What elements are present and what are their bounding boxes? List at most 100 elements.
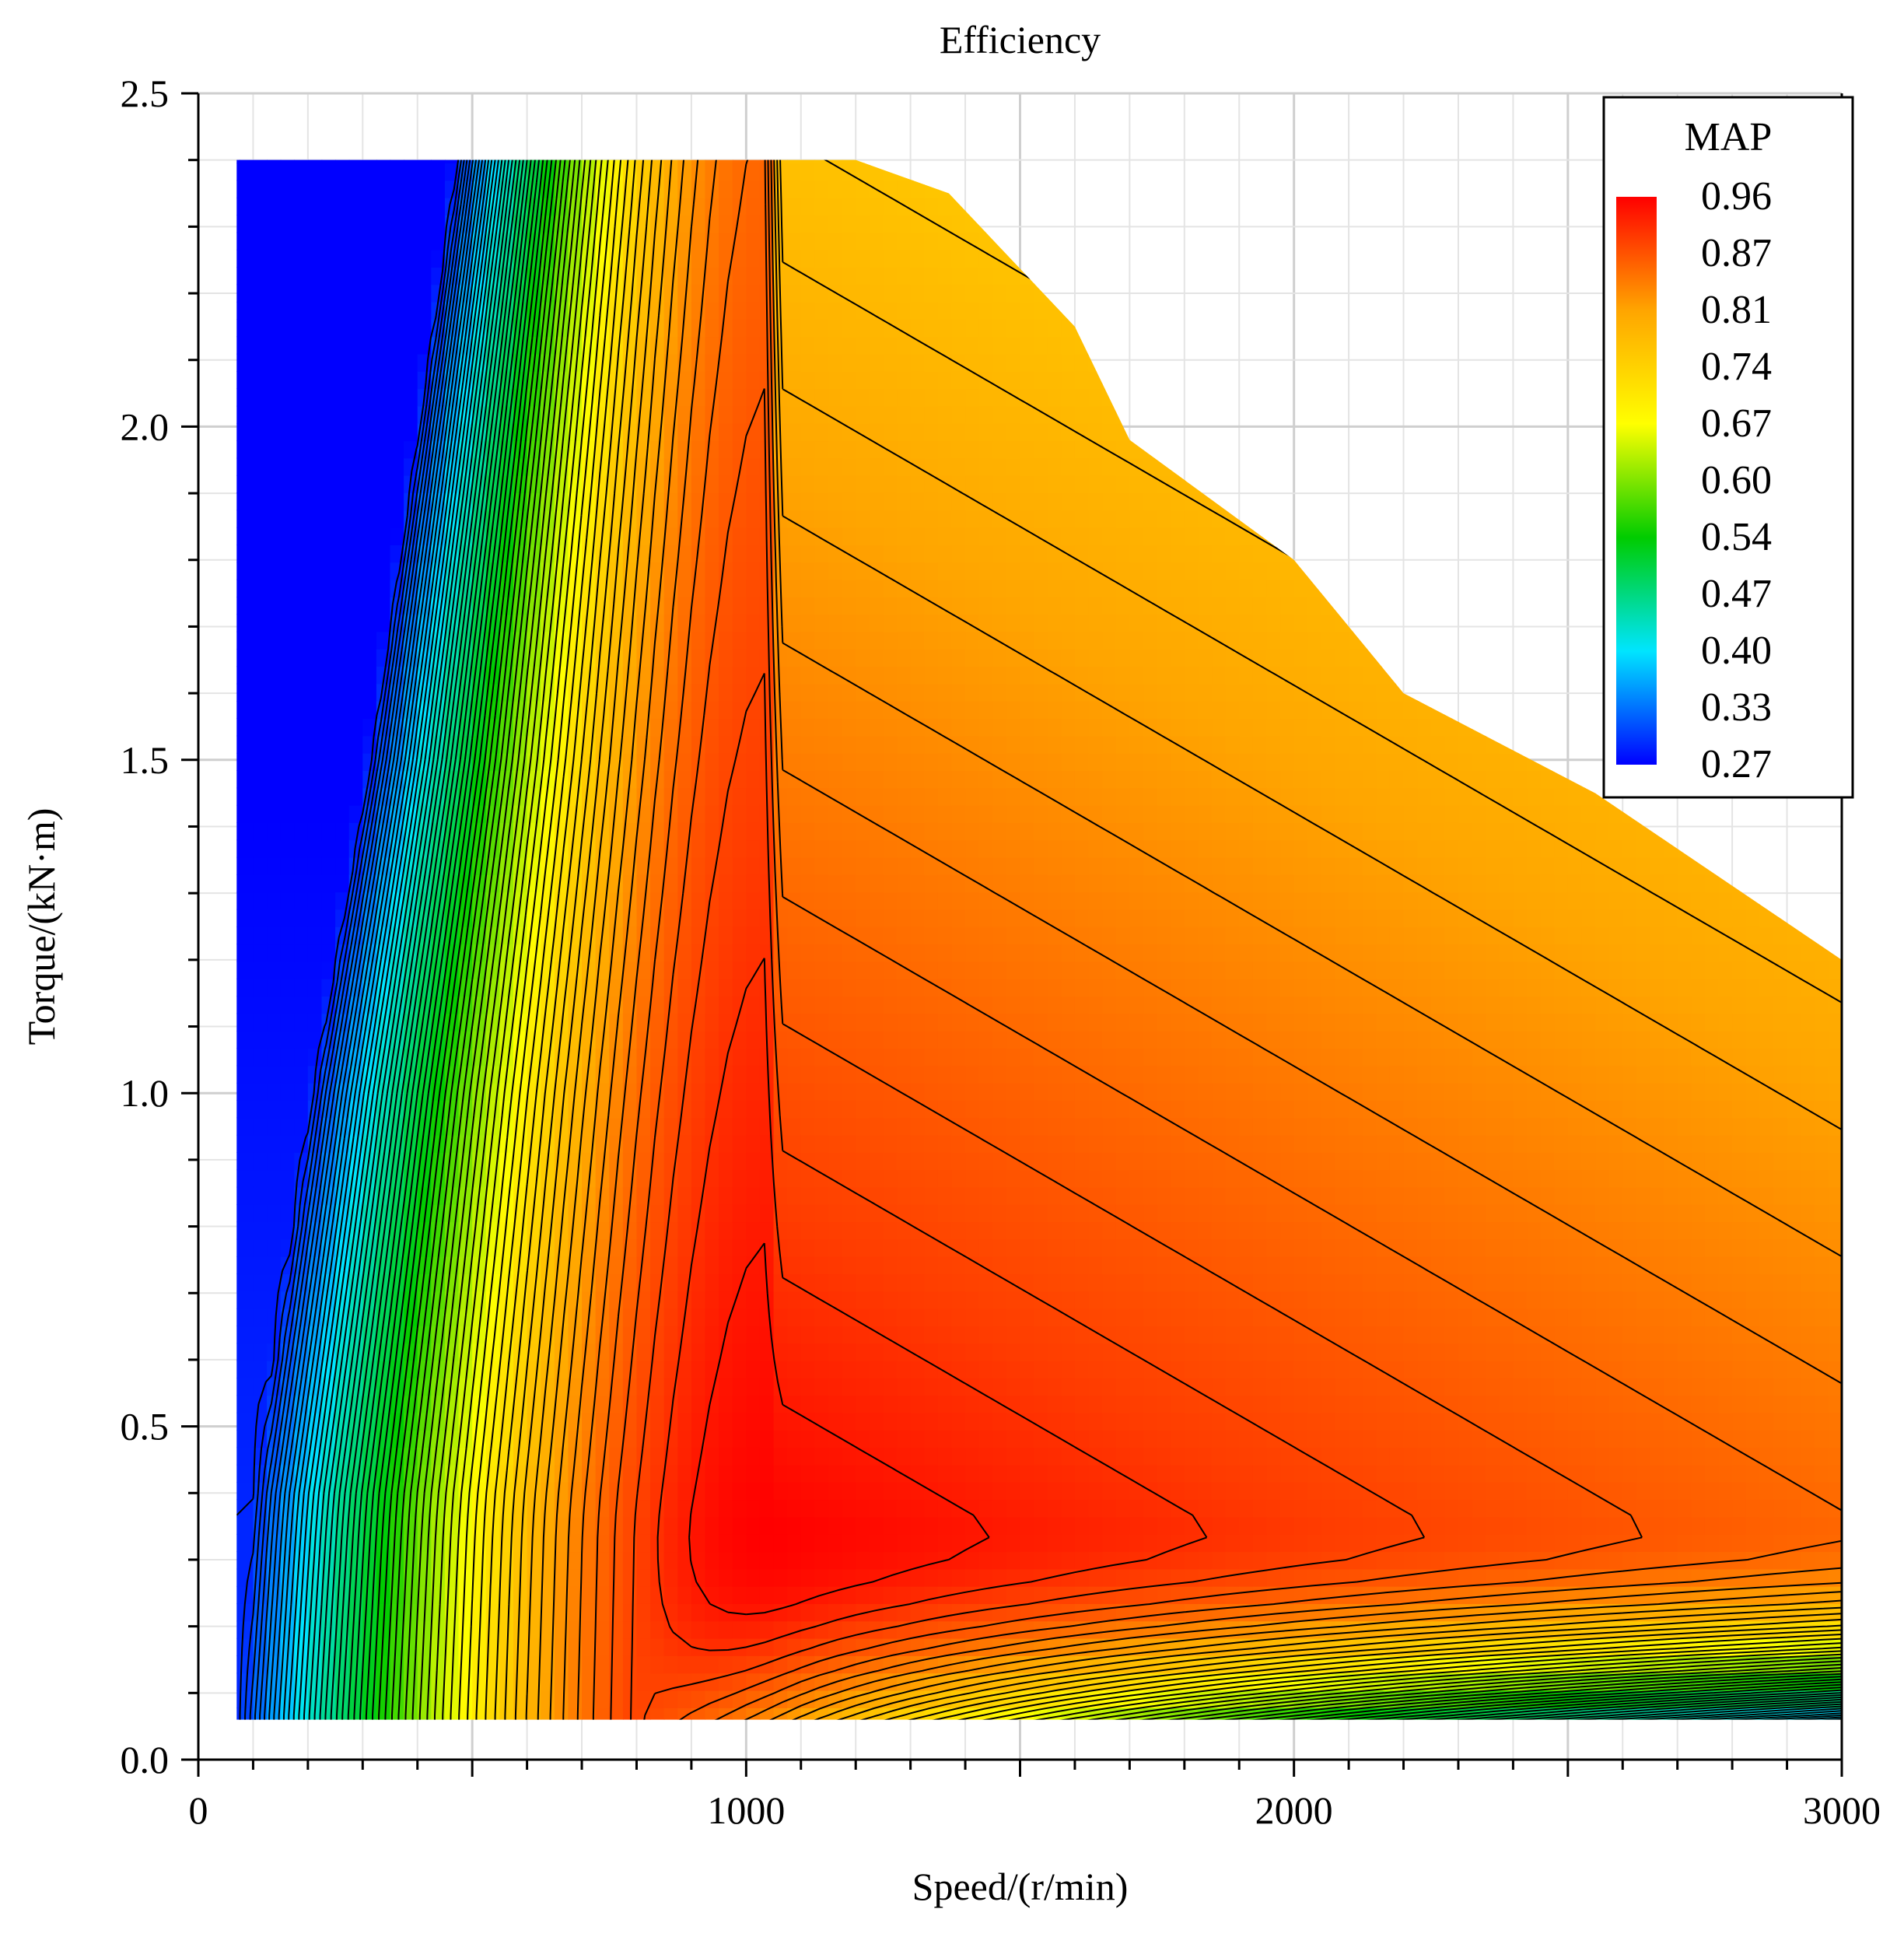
heatmap-cell [842, 944, 856, 961]
heatmap-cell [746, 718, 760, 736]
heatmap-cell [774, 1152, 788, 1170]
heatmap-cell [513, 649, 527, 667]
heatmap-cell [677, 180, 691, 198]
heatmap-cell [294, 1551, 308, 1569]
heatmap-cell [870, 1239, 884, 1257]
heatmap-cell [828, 1586, 842, 1604]
heatmap-cell [459, 1152, 473, 1170]
heatmap-cell [664, 1517, 678, 1535]
heatmap-cell [308, 701, 322, 719]
heatmap-cell [760, 909, 774, 927]
heatmap-cell [828, 614, 842, 632]
heatmap-cell [801, 580, 815, 597]
heatmap-cell [828, 805, 842, 823]
heatmap-cell [733, 1482, 747, 1500]
heatmap-cell [404, 423, 418, 441]
heatmap-cell [760, 666, 774, 684]
heatmap-cell [240, 1187, 254, 1205]
heatmap-cell [814, 1083, 828, 1101]
heatmap-cell [445, 1534, 459, 1552]
heatmap-cell [623, 1690, 637, 1708]
heatmap-cell [198, 1031, 212, 1049]
heatmap-cell [198, 736, 212, 754]
heatmap-cell [856, 267, 870, 285]
heatmap-cell [555, 1743, 569, 1760]
heatmap-cell [733, 93, 747, 111]
heatmap-cell [212, 1621, 226, 1639]
heatmap-cell [705, 1638, 719, 1656]
heatmap-cell [431, 1551, 445, 1569]
heatmap-cell [814, 492, 828, 510]
heatmap-cell [240, 284, 254, 302]
heatmap-cell [664, 1499, 678, 1517]
heatmap-cell [870, 1135, 884, 1153]
heatmap-cell [664, 1430, 678, 1448]
heatmap-cell [555, 874, 569, 892]
heatmap-cell [705, 1256, 719, 1274]
heatmap-cell [691, 891, 705, 909]
heatmap-cell [801, 354, 815, 372]
heatmap-cell [650, 1239, 664, 1257]
heatmap-cell [253, 1204, 267, 1222]
heatmap-cell [294, 562, 308, 580]
heatmap-cell [801, 1551, 815, 1569]
heatmap-cell [691, 510, 705, 528]
heatmap-cell [828, 632, 842, 650]
heatmap-cell [308, 180, 322, 198]
heatmap-cell [691, 1413, 705, 1431]
heatmap-cell [212, 1326, 226, 1343]
heatmap-cell [814, 597, 828, 615]
heatmap-cell [870, 996, 884, 1014]
heatmap-cell [870, 805, 884, 823]
heatmap-cell [883, 510, 897, 528]
heatmap-cell [828, 215, 842, 233]
heatmap-cell [719, 961, 733, 979]
heatmap-cell [555, 1361, 569, 1378]
heatmap-cell [801, 1395, 815, 1413]
heatmap-cell [787, 597, 801, 615]
heatmap-cell [842, 1326, 856, 1343]
heatmap-cell [240, 649, 254, 667]
heatmap-cell [883, 475, 897, 493]
heatmap-cell [733, 1308, 747, 1326]
heatmap-cell [801, 822, 815, 840]
heatmap-cell [733, 1569, 747, 1587]
heatmap-cell [582, 1534, 596, 1552]
heatmap-cell [212, 527, 226, 545]
heatmap-cell [499, 666, 513, 684]
heatmap-cell [883, 1326, 897, 1343]
heatmap-cell [787, 110, 801, 128]
heatmap-cell [760, 632, 774, 650]
heatmap-cell [691, 1152, 705, 1170]
heatmap-cell [281, 632, 295, 650]
heatmap-cell [760, 1117, 774, 1135]
heatmap-cell [856, 788, 870, 806]
heatmap-cell [650, 1430, 664, 1448]
heatmap-cell [308, 388, 322, 406]
heatmap-cell [856, 666, 870, 684]
heatmap-cell [787, 1361, 801, 1378]
heatmap-cell [349, 753, 363, 771]
heatmap-cell [226, 1066, 240, 1084]
heatmap-cell [198, 614, 212, 632]
heatmap-cell [253, 944, 267, 961]
heatmap-cell [814, 110, 828, 128]
heatmap-cell [609, 1482, 623, 1500]
heatmap-cell [870, 527, 884, 545]
heatmap-cell [842, 1291, 856, 1309]
heatmap-cell [883, 492, 897, 510]
heatmap-cell [321, 1690, 335, 1708]
heatmap-cell [719, 233, 733, 250]
heatmap-cell [212, 891, 226, 909]
heatmap-cell [267, 388, 281, 406]
heatmap-cell [623, 614, 637, 632]
heatmap-cell [294, 874, 308, 892]
heatmap-cell [418, 354, 432, 372]
heatmap-cell [418, 1743, 432, 1760]
heatmap-cell [541, 1187, 555, 1205]
heatmap-cell [760, 145, 774, 163]
heatmap-cell [390, 458, 404, 476]
heatmap-cell [609, 1603, 623, 1621]
heatmap-cell [198, 475, 212, 493]
